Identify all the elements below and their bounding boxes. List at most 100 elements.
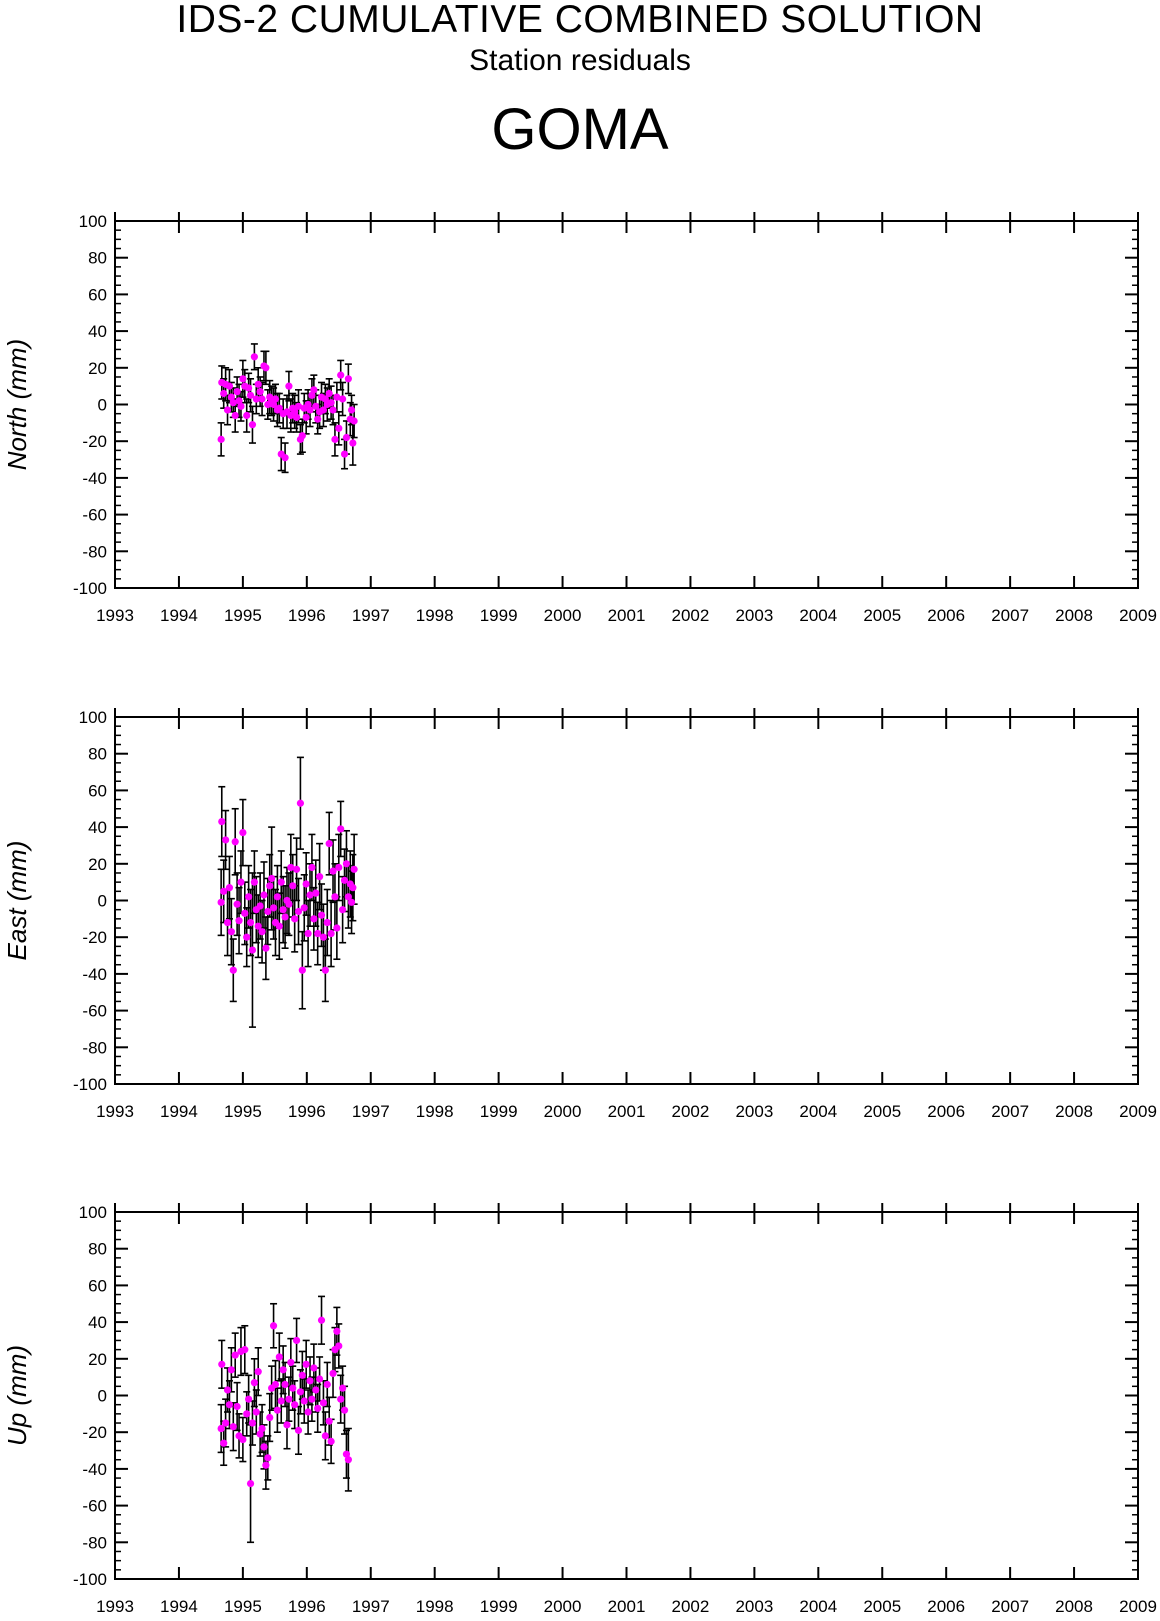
data-point	[291, 1401, 299, 1409]
y-tick-label: -100	[73, 1075, 107, 1094]
data-point	[231, 411, 239, 420]
data-point	[292, 1336, 301, 1345]
chart-title: IDS-2 CUMULATIVE COMBINED SOLUTION	[176, 0, 984, 41]
y-tick-label: 40	[88, 818, 107, 837]
x-tick-label: 1993	[96, 606, 134, 625]
data-point	[256, 388, 264, 396]
data-point	[342, 433, 351, 442]
data-point	[235, 917, 243, 925]
data-point	[258, 928, 266, 936]
data-point	[325, 840, 333, 848]
data-point	[340, 450, 349, 458]
data-point	[321, 395, 329, 403]
y-tick-label: 100	[79, 1203, 107, 1222]
y-tick-label: -20	[82, 928, 107, 947]
data-point	[281, 1380, 289, 1389]
data-point	[258, 1424, 266, 1433]
data-point	[248, 1419, 257, 1427]
data-point	[283, 1421, 291, 1429]
data-point	[287, 1358, 295, 1367]
station-name: GOMA	[491, 97, 669, 162]
panel-north: 1993 1994 1995 1996 1997 1998 1999 2000 2001 2002…	[2, 212, 1157, 625]
data-point	[340, 876, 349, 884]
data-point	[347, 898, 356, 906]
y-tick-label: -80	[82, 542, 107, 561]
data-point	[312, 889, 320, 897]
x-tick-label: 2006	[927, 1102, 965, 1121]
data-point	[223, 1386, 232, 1394]
data-point	[319, 1399, 328, 1407]
x-tick-label: 1995	[224, 606, 262, 625]
data-point	[256, 1430, 264, 1438]
x-tick-label: 2003	[735, 1102, 773, 1121]
x-tick-label: 2008	[1055, 1597, 1093, 1616]
x-tick-label: 2008	[1055, 1102, 1093, 1121]
data-point	[279, 1366, 287, 1374]
data-point	[225, 1401, 234, 1409]
x-tick-label: 1995	[224, 1102, 262, 1121]
data-point	[294, 907, 303, 916]
data-point	[287, 863, 295, 872]
y-tick-label: 40	[88, 1313, 107, 1332]
data-point	[325, 389, 333, 398]
chart-subtitle: Station residuals	[469, 44, 691, 77]
x-tick-label: 2007	[991, 1102, 1029, 1121]
data-point	[310, 1364, 318, 1372]
x-tick-label: 1998	[416, 1597, 454, 1616]
y-tick-label: 0	[98, 892, 107, 911]
data-point	[308, 1395, 316, 1403]
y-tick-label: 0	[98, 1387, 107, 1406]
data-point	[250, 1379, 258, 1387]
x-tick-label: 2004	[799, 1597, 837, 1616]
x-tick-label: 2001	[608, 1597, 646, 1616]
data-point	[229, 1423, 237, 1431]
data-point	[266, 882, 274, 890]
data-point	[250, 353, 258, 361]
data-point	[220, 389, 228, 398]
data-point	[269, 1322, 278, 1330]
data-point	[302, 1360, 310, 1368]
x-tick-label: 1997	[352, 1597, 390, 1616]
data-point	[227, 1366, 235, 1374]
data-point	[344, 893, 352, 901]
data-point	[246, 391, 255, 399]
data-point	[246, 918, 255, 927]
x-tick-label: 1994	[160, 1102, 198, 1121]
data-point	[231, 1351, 239, 1359]
x-tick-label: 1995	[224, 1597, 262, 1616]
data-point	[310, 386, 318, 394]
x-tick-label: 2009	[1119, 1102, 1157, 1121]
data-point	[243, 1410, 251, 1418]
data-point	[223, 406, 232, 414]
data-point	[316, 1375, 324, 1383]
x-tick-label: 2000	[544, 606, 582, 625]
x-tick-label: 2008	[1055, 606, 1093, 625]
data-point	[335, 1342, 343, 1350]
y-tick-label: -100	[73, 1570, 107, 1589]
data-point	[273, 1406, 282, 1414]
x-tick-label: 2007	[991, 1597, 1029, 1616]
data-point	[304, 929, 312, 938]
x-tick-label: 1996	[288, 1597, 326, 1616]
data-point	[337, 1395, 345, 1403]
data-point	[306, 1377, 314, 1385]
x-tick-label: 2006	[927, 1597, 965, 1616]
y-axis-label: Up (mm)	[2, 1345, 32, 1446]
x-tick-label: 1996	[288, 1102, 326, 1121]
data-point	[279, 906, 287, 914]
x-tick-label: 2006	[927, 606, 965, 625]
data-point	[252, 395, 260, 403]
y-tick-label: 80	[88, 745, 107, 764]
data-point	[218, 817, 226, 826]
data-point	[220, 1439, 228, 1447]
data-point	[271, 1380, 280, 1389]
x-tick-label: 2005	[863, 1102, 901, 1121]
data-point	[264, 1454, 272, 1462]
data-point	[292, 865, 301, 873]
data-point	[298, 1371, 306, 1379]
data-point	[273, 893, 282, 901]
y-tick-label: -100	[73, 579, 107, 598]
data-point	[294, 402, 303, 410]
y-tick-label: -40	[82, 1460, 107, 1479]
